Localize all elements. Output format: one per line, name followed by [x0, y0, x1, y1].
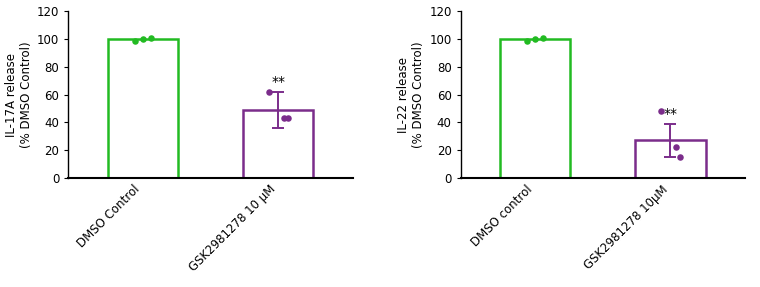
Point: [145, 36, 157, 40]
Bar: [108, 39, 178, 178]
Point: [655, 109, 667, 114]
Point: [674, 155, 686, 160]
Point: [537, 36, 549, 40]
Point: [521, 38, 533, 43]
Point: [263, 90, 275, 94]
Bar: [635, 141, 705, 178]
Y-axis label: IL-22 release
(% DMSO Control): IL-22 release (% DMSO Control): [397, 41, 425, 148]
Bar: [243, 110, 313, 178]
Point: [137, 37, 149, 42]
Point: [529, 37, 541, 42]
Text: **: **: [663, 107, 677, 121]
Bar: [500, 39, 570, 178]
Y-axis label: IL-17A release
(% DMSO Control): IL-17A release (% DMSO Control): [5, 41, 33, 148]
Point: [128, 38, 141, 43]
Text: **: **: [271, 75, 285, 89]
Point: [277, 116, 290, 121]
Point: [281, 116, 293, 121]
Point: [670, 145, 682, 150]
